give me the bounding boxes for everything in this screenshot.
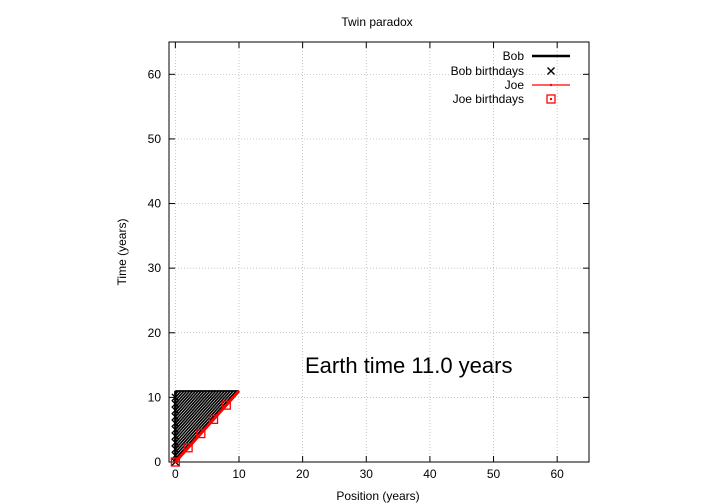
bob-birthday-marker: [171, 425, 180, 434]
bob-birthday-marker: [171, 406, 180, 415]
bob-hatch-line: [174, 390, 223, 444]
joe-birthday-marker: [196, 428, 206, 439]
legend-x-swatch: [547, 67, 555, 75]
joe-birthday-marker: [183, 443, 193, 453]
bob-hatch-line: [174, 390, 211, 431]
legend-label: Bob birthdays: [451, 64, 524, 78]
bob-hatch-line: [174, 390, 237, 460]
y-tick-label: 30: [148, 261, 162, 275]
bob-birthday-x-stroke: [171, 432, 180, 441]
joe-birthday-marker: [208, 414, 219, 425]
y-axis-label: Time (years): [115, 219, 129, 286]
joe-birthday-marker-dot: [199, 432, 202, 435]
bob-hatch-line: [174, 390, 208, 427]
bob-hatch-line: [174, 390, 231, 453]
annotation-earth-time: Earth time 11.0 years: [305, 353, 512, 378]
joe-birthday-marker-dot: [212, 418, 215, 421]
legend-square-dot: [550, 98, 552, 100]
series-layer: [170, 389, 241, 467]
x-tick-label: 0: [172, 467, 179, 481]
x-tick-label: 20: [296, 467, 310, 481]
x-tick-label: 10: [232, 467, 246, 481]
bob-hatch-line: [174, 390, 220, 440]
bob-hatch-line: [174, 390, 226, 447]
axis-ticks: 0 10 20 30 40 50 60 0 10 20 30 40 50 60: [148, 42, 589, 481]
bob-birthday-marker: [171, 445, 180, 454]
joe-birthday-marker-dot: [187, 446, 190, 449]
bob-birthday-x-stroke: [171, 412, 180, 421]
bob-hatch-line: [174, 390, 205, 424]
joe-birthday-marker-dot: [174, 461, 177, 463]
bob-hatch-line: [174, 390, 202, 421]
bob-birthday-x-stroke: [171, 425, 180, 434]
y-tick-label: 60: [148, 67, 162, 81]
legend-line-dot: [549, 83, 553, 87]
bob-hatch-line: [174, 390, 217, 437]
bob-birthday-marker: [171, 432, 180, 441]
y-tick-label: 0: [154, 455, 161, 469]
bob-birthday-marker: [171, 419, 180, 428]
bob-birthday-x-stroke: [171, 399, 180, 408]
bob-birthday-x-stroke: [171, 406, 180, 415]
joe-birthday-marker: [170, 457, 181, 467]
x-tick-label: 60: [551, 467, 565, 481]
bob-birthday-marker: [171, 412, 180, 421]
joe-birthday-marker: [221, 400, 231, 410]
bob-birthday-marker: [171, 399, 180, 408]
bob-hatch-line: [174, 390, 191, 408]
bob-hatch-line: [174, 390, 229, 450]
plot-frame: [168, 41, 590, 463]
joe-line: [174, 389, 241, 464]
joe-birthday-marker-dot: [225, 404, 228, 407]
bob-birthday-marker: [171, 438, 180, 447]
x-tick-label: 40: [423, 467, 437, 481]
y-tick-label: 10: [148, 390, 162, 404]
bob-hatch-line: [174, 390, 214, 434]
legend-label: Joe: [505, 78, 525, 92]
legend-square-swatch: [546, 94, 556, 104]
y-tick-label: 50: [148, 132, 162, 146]
y-tick-label: 40: [148, 197, 162, 211]
bob-birthday-x-stroke: [171, 445, 180, 454]
x-tick-label: 50: [487, 467, 501, 481]
x-axis-label: Position (years): [336, 489, 419, 503]
bob-birthday-x-stroke: [171, 419, 180, 428]
legend-label: Joe birthdays: [453, 92, 524, 106]
x-tick-label: 30: [360, 467, 374, 481]
y-tick-label: 20: [148, 326, 162, 340]
bob-hatch-line: [174, 390, 197, 415]
bob-hatch-line: [174, 390, 200, 418]
bob-birthday-marker: [171, 393, 180, 402]
bob-birthday-x-stroke: [171, 393, 180, 402]
bob-birthday-x-stroke: [171, 438, 180, 447]
legend-label: Bob: [503, 49, 525, 63]
chart-title: Twin paradox: [341, 15, 412, 29]
